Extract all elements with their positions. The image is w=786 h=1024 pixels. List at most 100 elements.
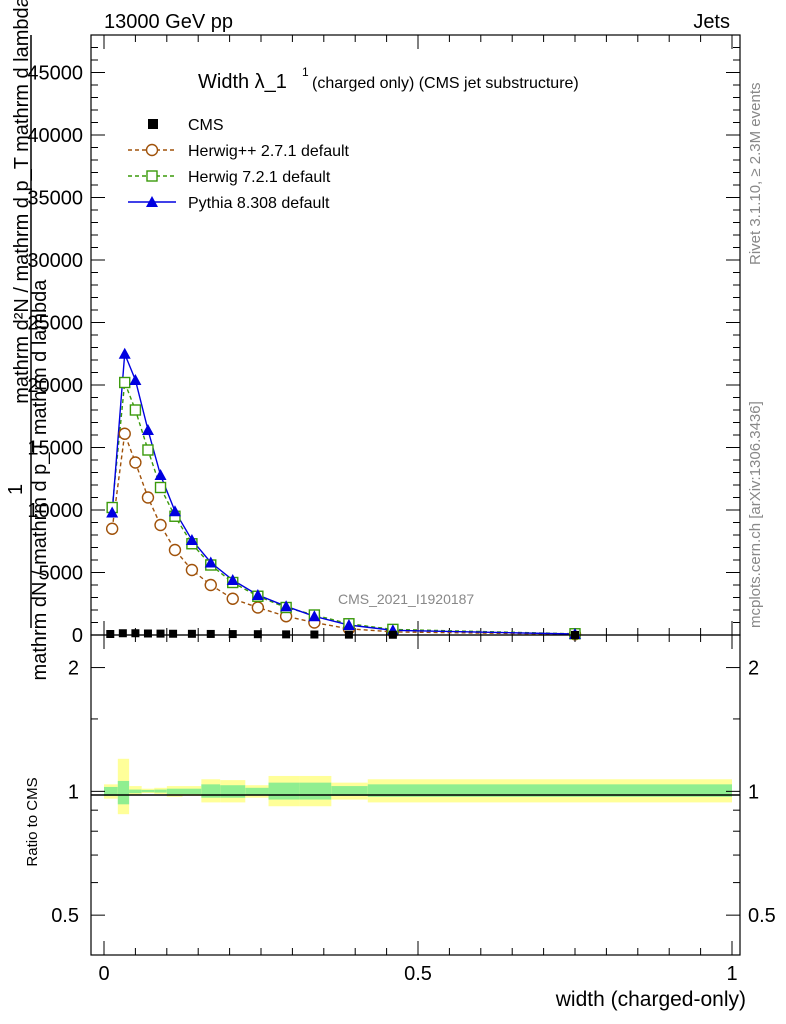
ratio-band-inner (245, 787, 269, 795)
ratio-y-tick-label: 1 (68, 781, 79, 803)
ratio-band-inner (268, 782, 300, 800)
data-point-herwigpp (105, 522, 119, 535)
header-process: Jets (693, 11, 730, 33)
data-point-pythia (226, 574, 239, 585)
data-point-herwig7 (142, 444, 154, 456)
ratio-x-tick-label: 1 (726, 963, 737, 985)
data-point-cms (187, 629, 196, 638)
data-point-herwigpp (129, 456, 142, 469)
header-energy: 13000 GeV pp (104, 11, 233, 33)
data-point-herwigpp (141, 491, 155, 504)
data-point-cms (206, 629, 215, 638)
data-point-herwigpp (168, 543, 182, 557)
data-point-herwigpp (226, 592, 239, 605)
data-point-pythia (129, 374, 142, 385)
data-point-herwig7 (154, 481, 167, 494)
ratio-y-tick-label-right: 1 (748, 781, 759, 803)
data-point-pythia (251, 589, 264, 600)
ratio-band-inner (104, 786, 118, 796)
data-point-herwig7 (119, 376, 131, 389)
main-title-superscript: 1 (302, 65, 309, 79)
ratio-band-inner (220, 785, 246, 798)
legend-marker-herwig7 (146, 170, 158, 182)
y-label-denominator: mathrm dN / mathrm d p_T mathrm d lambda (29, 279, 51, 681)
legend-label-pythia: Pythia 8.308 default (188, 195, 330, 212)
data-point-cms (253, 630, 262, 639)
data-point-cms (169, 629, 178, 638)
rivet-version-label: Rivet 3.1.10, ≥ 2.3M events (747, 83, 764, 266)
mcplots-label: mcplots.cern.ch [arXiv:1306.3436] (747, 401, 764, 628)
data-point-cms (228, 630, 237, 639)
legend-marker-cms (148, 119, 158, 129)
ratio-bands-group (104, 758, 732, 815)
data-point-herwigpp (118, 427, 131, 440)
data-point-herwigpp (251, 601, 265, 614)
ratio-x-tick-label: 0.5 (404, 963, 432, 985)
data-point-pythia (204, 556, 217, 568)
main-y-tick-label: 30000 (27, 250, 83, 272)
data-point-cms (143, 629, 152, 638)
data-point-pythia (141, 424, 154, 435)
ratio-band-inner (154, 789, 167, 793)
ratio-band-inner (367, 784, 732, 797)
data-point-pythia (106, 506, 119, 518)
ratio-x-ticks: 0 0.5 1 (98, 635, 738, 985)
main-title-text: Width λ_1 (198, 71, 287, 93)
legend-marker-herwigpp (145, 143, 159, 157)
data-point-cms (106, 630, 115, 638)
ratio-band-inner (299, 782, 332, 800)
main-y-tick-label: 25000 (27, 313, 83, 335)
main-title-subtitle: (charged only) (CMS jet substructure) (312, 75, 579, 92)
main-title: Width λ_1 1 (charged only) (CMS jet subs… (198, 65, 579, 93)
ratio-y-tick-label: 0.5 (51, 905, 79, 927)
main-y-axis-label: 1 mathrm d²N / mathrm d p_T mathrm d lam… (5, 0, 51, 680)
data-point-cms (118, 629, 127, 638)
legend-label-herwigpp: Herwig++ 2.7.1 default (188, 143, 350, 160)
ratio-band-inner (182, 788, 202, 795)
main-y-tick-label: 10000 (27, 500, 83, 522)
main-y-tick-label: 35000 (27, 188, 83, 210)
ratio-band-inner (129, 789, 142, 794)
y-label-numerator: mathrm d²N / mathrm d p_T mathrm d lambd… (11, 0, 33, 404)
main-y-tick-label: 45000 (27, 63, 83, 85)
data-point-herwig7 (129, 404, 142, 416)
data-point-pythia (168, 505, 181, 517)
data-point-pythia (280, 600, 293, 612)
data-point-cms (156, 629, 165, 638)
main-x-ticks (103, 35, 733, 635)
data-point-herwigpp (185, 563, 199, 577)
data-point-cms (131, 629, 140, 638)
analysis-watermark: CMS_2021_I1920187 (338, 591, 474, 607)
y-label-one: 1 (5, 484, 27, 495)
ratio-x-tick-label: 0 (98, 963, 109, 985)
legend: CMS Herwig++ 2.7.1 default Herwig 7.2.1 … (128, 117, 350, 212)
legend-label-herwig7: Herwig 7.2.1 default (188, 169, 331, 186)
legend-label-cms: CMS (188, 117, 224, 134)
ratio-y-ticks: 0.5 0.5 1 1 2 2 (51, 658, 776, 928)
main-y-tick-label: 5000 (39, 563, 84, 585)
ratio-band-inner (117, 780, 130, 805)
main-y-ticks: 0 5000 10000 15000 20000 25000 30000 35000 40000… (27, 34, 740, 647)
data-point-cms (282, 630, 291, 639)
ratio-y-axis-label: Ratio to CMS (24, 777, 41, 866)
data-point-pythia (154, 469, 167, 480)
data-point-pythia (342, 619, 355, 630)
data-point-herwigpp (154, 518, 167, 532)
ratio-band-inner (141, 789, 155, 793)
legend-marker-pythia (146, 196, 158, 207)
data-point-pythia (118, 347, 131, 359)
x-axis-label: width (charged-only) (555, 988, 746, 1011)
main-y-tick-label: 40000 (27, 125, 83, 147)
data-point-herwigpp (204, 578, 217, 592)
ratio-y-tick-label-right: 2 (748, 658, 759, 680)
main-y-tick-label: 15000 (27, 438, 83, 460)
ratio-band-inner (331, 786, 368, 796)
data-point-pythia (308, 610, 321, 622)
data-point-pythia (185, 534, 198, 545)
main-y-tick-label: 0 (72, 625, 83, 647)
ratio-y-tick-label: 2 (68, 658, 79, 680)
ratio-band-inner (166, 788, 183, 795)
main-y-tick-label: 20000 (27, 375, 83, 397)
ratio-y-tick-label-right: 0.5 (748, 905, 776, 927)
